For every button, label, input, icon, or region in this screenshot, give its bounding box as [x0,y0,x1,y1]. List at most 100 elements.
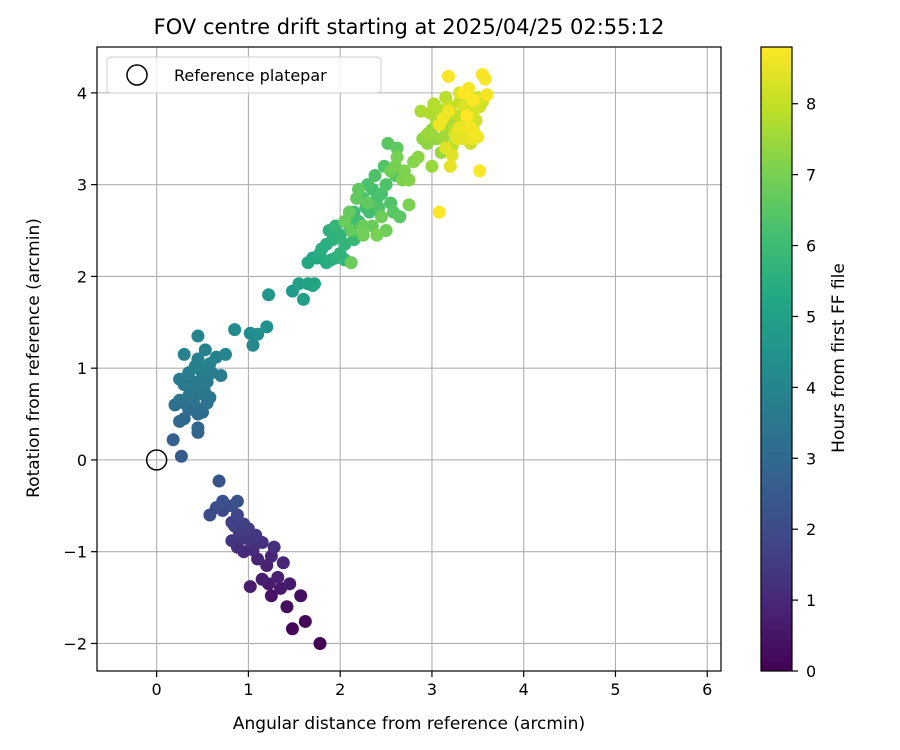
scatter-point [313,636,327,650]
axes: 0 1 2 3 4 5 6 −2 −1 0 1 2 3 4 [63,46,722,699]
colorbar-tick-label: 0 [806,662,816,681]
scatter-point [480,88,494,102]
colorbar-tick-label: 4 [806,378,816,397]
colorbar-label: Hours from first FF file [829,263,849,453]
scatter-point [246,338,260,352]
scatter-point [276,556,290,570]
scatter-point [166,433,180,447]
scatter-point [402,173,416,187]
scatter-point [216,494,230,508]
y-tick-label: 1 [77,359,87,378]
reference-marker [145,449,168,471]
scatter-point [356,219,370,233]
scatter-point [271,570,285,584]
scatter-point [344,256,358,270]
scatter-point [174,449,188,463]
scatter-points [166,68,494,650]
scatter-point [420,127,434,141]
scatter-point [439,141,453,155]
scatter-point [251,327,265,341]
colorbar-tick-label: 7 [806,166,816,185]
grid [97,47,721,671]
x-tick-label: 0 [152,680,162,699]
y-tick-label: 3 [77,176,87,195]
legend-label: Reference platepar [174,66,327,85]
y-axis-label: Rotation from reference (arcmin) [24,218,44,498]
scatter-point [379,178,393,192]
scatter-point [402,198,416,212]
scatter-point [425,159,439,173]
x-tick-label: 2 [335,680,345,699]
colorbar-tick-label: 2 [806,520,816,539]
scatter-point [191,352,205,366]
scatter-point [307,277,321,291]
colorbar-tick-label: 8 [806,95,816,114]
colorbar-tick-label: 1 [806,591,816,610]
scatter-point [218,347,232,361]
x-tick-label: 3 [427,680,437,699]
scatter-point [296,292,310,306]
scatter-point [292,277,306,291]
y-tick-label: −1 [63,543,87,562]
scatter-point [177,347,191,361]
scatter-point [374,210,388,224]
scatter-point [294,589,308,603]
scatter-point [432,205,446,219]
y-tick-label: 4 [77,84,87,103]
reference-marker-group [145,449,168,471]
x-axis-label: Angular distance from reference (arcmin) [233,714,585,734]
x-tick-label: 4 [519,680,529,699]
y-tick-label: −2 [63,634,87,653]
scatter-point [478,72,492,86]
scatter-point [173,372,187,386]
scatter-point [368,168,382,182]
scatter-point [225,534,239,548]
x-tick-label: 1 [243,680,253,699]
scatter-point [283,577,297,591]
scatter-point [457,86,471,100]
scatter-point [338,214,352,228]
scatter-point [460,109,474,123]
x-tick-label: 6 [702,680,712,699]
legend-box [106,56,382,94]
scatter-point [191,329,205,343]
scatter-point [473,164,487,178]
scatter-point [390,150,404,164]
y-tick-label: 0 [77,451,87,470]
legend: Reference platepar [106,56,382,94]
scatter-point [237,517,251,531]
scatter-point [228,323,242,337]
scatter-point [267,540,281,554]
scatter-point [356,228,370,242]
scatter-point [471,130,485,144]
scatter-point [260,320,274,334]
scatter-point [463,121,477,135]
scatter-point [441,69,455,83]
chart-title: FOV centre drift starting at 2025/04/25 … [154,15,665,39]
scatter-point [264,589,278,603]
scatter-point [441,104,455,118]
scatter-point [443,159,457,173]
scatter-point [466,93,480,107]
colorbar-tick-label: 6 [806,237,816,256]
plot-frame [96,46,722,672]
scatter-point [361,196,375,210]
scatter-point [370,228,384,242]
scatter-point [452,121,466,135]
scatter-point [390,141,404,155]
scatter-point [411,150,425,164]
x-tick-label: 5 [610,680,620,699]
scatter-point [285,622,299,636]
scatter-point [298,614,312,628]
scatter-point [280,600,294,614]
scatter-point [262,288,276,302]
scatter-point [230,494,244,508]
scatter-point [427,97,441,111]
colorbar: 0 1 2 3 4 5 6 7 8 [760,46,816,681]
scatter-point [243,580,257,594]
legend-marker [126,64,148,86]
y-tick-label: 2 [77,267,87,286]
colorbar-tick-label: 5 [806,307,816,326]
colorbar-tick-label: 3 [806,449,816,468]
